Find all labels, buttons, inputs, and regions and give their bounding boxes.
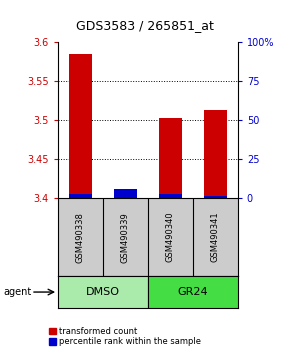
Bar xyxy=(114,197,137,198)
Bar xyxy=(69,54,92,198)
Bar xyxy=(114,189,137,198)
Text: GSM490340: GSM490340 xyxy=(166,212,175,263)
Bar xyxy=(69,194,92,198)
Text: GDS3583 / 265851_at: GDS3583 / 265851_at xyxy=(76,19,214,32)
Bar xyxy=(204,110,226,198)
Bar xyxy=(159,118,182,198)
Bar xyxy=(159,194,182,198)
Text: DMSO: DMSO xyxy=(86,287,120,297)
Bar xyxy=(148,276,238,308)
Text: GSM490339: GSM490339 xyxy=(121,212,130,263)
Bar xyxy=(204,196,226,198)
Legend: transformed count, percentile rank within the sample: transformed count, percentile rank withi… xyxy=(48,325,203,348)
Text: GSM490341: GSM490341 xyxy=(211,212,220,263)
Text: agent: agent xyxy=(3,287,31,297)
Text: GR24: GR24 xyxy=(177,287,208,297)
Bar xyxy=(58,276,148,308)
Text: GSM490338: GSM490338 xyxy=(76,212,85,263)
